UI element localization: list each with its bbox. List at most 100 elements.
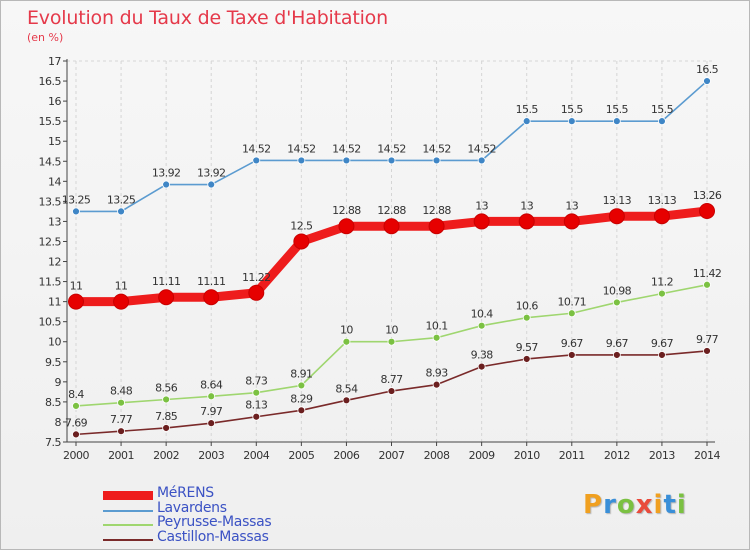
data-point-m-rens	[338, 218, 355, 235]
data-point-lavardens	[612, 117, 621, 126]
data-point-peyrusse-massas	[252, 388, 261, 397]
data-point-lavardens	[432, 156, 441, 165]
data-label-lavardens: 13.25	[107, 193, 136, 206]
y-tick-label: 13	[48, 215, 61, 228]
data-label-lavardens: 14.52	[332, 142, 361, 155]
logo-letter: x	[635, 490, 654, 520]
data-label-lavardens: 14.52	[377, 142, 406, 155]
data-label-m-rens: 13	[520, 199, 533, 212]
logo-letter: i	[676, 490, 687, 520]
y-tick-label: 8	[55, 416, 62, 429]
data-point-castillon-massas	[297, 406, 306, 415]
y-tick-label: 16.5	[39, 75, 62, 88]
data-point-lavardens	[567, 117, 576, 126]
data-point-peyrusse-massas	[207, 392, 216, 401]
x-tick-label: 2014	[694, 449, 720, 462]
axes: 7.5 8 8.5 9 9.5 10 10.5 11 11.5 12 12.5 13 13.5 14 14.…	[39, 55, 721, 462]
data-point-castillon-massas	[342, 396, 351, 405]
data-labels: 13.25 13.25 13.92 13.92 14.52 14.52 14.52 14.52…	[62, 63, 723, 429]
data-point-lavardens	[297, 156, 306, 165]
data-label-peyrusse-massas: 8.91	[290, 367, 312, 380]
data-label-peyrusse-massas: 10.98	[603, 284, 632, 297]
y-tick-label: 14.5	[39, 155, 62, 168]
data-label-lavardens: 15.5	[606, 103, 629, 116]
x-tick-label: 2013	[649, 449, 675, 462]
y-tick-label: 8.5	[45, 396, 61, 409]
data-label-peyrusse-massas: 10.71	[558, 295, 587, 308]
data-point-peyrusse-massas	[658, 289, 666, 298]
data-point-m-rens	[699, 202, 715, 219]
x-tick-label: 2009	[469, 449, 495, 462]
y-tick-label: 11	[48, 296, 61, 309]
data-label-castillon-massas: 9.67	[651, 337, 674, 350]
data-point-peyrusse-massas	[72, 402, 80, 410]
data-label-peyrusse-massas: 11.42	[693, 267, 722, 280]
legend-label: MéRENS	[157, 485, 214, 501]
logo-letter: t	[663, 490, 677, 520]
data-label-m-rens: 11	[70, 280, 83, 293]
proxiti-logo: Proxiti	[583, 490, 687, 520]
data-point-m-rens	[158, 289, 175, 306]
data-point-castillon-massas	[117, 427, 125, 436]
data-point-peyrusse-massas	[342, 337, 351, 346]
data-point-m-rens	[608, 208, 625, 225]
data-label-peyrusse-massas: 10.4	[471, 308, 494, 321]
data-point-m-rens	[248, 284, 265, 301]
data-point-m-rens	[203, 289, 220, 306]
data-point-castillon-massas	[162, 424, 171, 432]
logo-letter: i	[653, 490, 664, 520]
data-point-peyrusse-massas	[432, 333, 441, 342]
data-point-peyrusse-massas	[387, 337, 396, 346]
data-label-m-rens: 11.11	[152, 275, 181, 288]
data-label-m-rens: 13.13	[603, 194, 632, 207]
data-label-peyrusse-massas: 10.6	[516, 300, 539, 313]
x-tick-label: 2000	[63, 449, 89, 462]
data-label-m-rens: 12.88	[377, 204, 406, 217]
data-point-m-rens	[293, 233, 310, 250]
x-tick-label: 2003	[198, 449, 224, 462]
x-tick-label: 2011	[559, 449, 585, 462]
logo-letter: r	[603, 490, 617, 520]
data-point-castillon-massas	[387, 387, 396, 395]
legend-swatch	[103, 538, 153, 541]
data-label-castillon-massas: 7.77	[110, 413, 133, 426]
x-tick-label: 2005	[288, 449, 314, 462]
data-point-lavardens	[703, 77, 711, 85]
legend-swatch	[103, 524, 153, 526]
data-point-m-rens	[68, 293, 84, 310]
chart-title: Evolution du Taux de Taxe d'Habitation	[27, 7, 388, 29]
data-label-peyrusse-massas: 8.56	[155, 381, 178, 394]
data-point-peyrusse-massas	[703, 280, 711, 289]
data-label-lavardens: 15.5	[651, 103, 674, 116]
grid-lines	[67, 60, 715, 442]
x-tick-label: 2004	[243, 449, 269, 462]
data-point-lavardens	[117, 207, 125, 216]
legend-label: Castillon-Massas	[157, 528, 269, 545]
legend-label: Lavardens	[157, 499, 227, 516]
data-point-castillon-massas	[612, 351, 621, 359]
data-label-lavardens: 13.25	[62, 193, 91, 206]
data-label-peyrusse-massas: 10	[385, 324, 398, 337]
y-tick-label: 11.5	[39, 276, 62, 289]
data-label-castillon-massas: 8.93	[426, 367, 449, 380]
data-label-castillon-massas: 9.77	[696, 333, 719, 346]
data-label-castillon-massas: 7.85	[155, 410, 178, 423]
y-tick-label: 15.5	[39, 115, 62, 128]
x-tick-label: 2010	[514, 449, 540, 462]
data-point-peyrusse-massas	[612, 298, 621, 307]
data-point-peyrusse-massas	[162, 395, 171, 404]
data-label-castillon-massas: 7.69	[65, 416, 88, 429]
data-label-castillon-massas: 8.29	[290, 392, 313, 405]
data-label-castillon-massas: 8.13	[245, 399, 268, 412]
data-point-m-rens	[563, 213, 580, 230]
data-point-lavardens	[477, 156, 486, 165]
data-label-castillon-massas: 9.57	[516, 341, 539, 354]
y-tick-label: 17	[48, 55, 61, 68]
x-tick-label: 2008	[424, 449, 450, 462]
data-label-castillon-massas: 9.67	[606, 337, 629, 350]
data-label-lavardens: 14.52	[242, 142, 271, 155]
y-tick-label: 7.5	[45, 436, 61, 449]
data-label-lavardens: 13.92	[197, 167, 226, 180]
y-tick-label: 13.5	[39, 195, 62, 208]
